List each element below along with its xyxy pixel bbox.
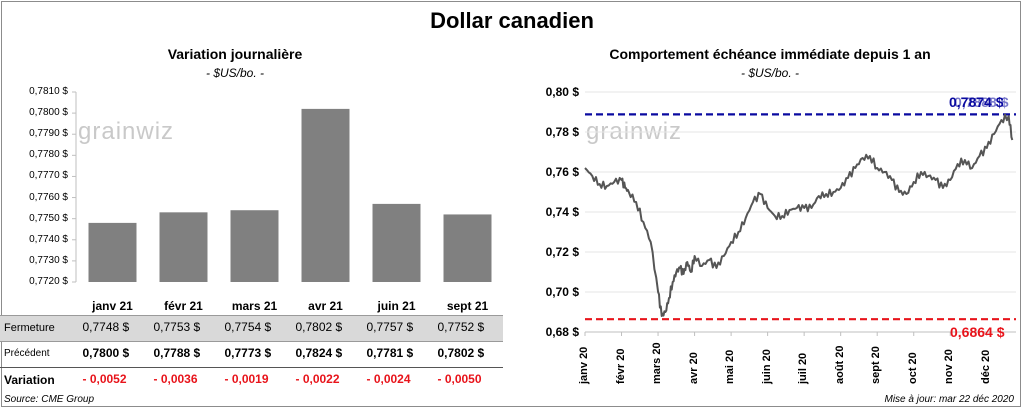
- line-y-tick-label: 0,70 $: [545, 285, 579, 299]
- variation-value: - 0,0052: [82, 372, 127, 386]
- row-precedent: Précédent: [0, 341, 503, 366]
- line-x-tick-label: juin 20: [760, 349, 773, 384]
- max-label-overlap: 0,7888 $: [954, 94, 1009, 110]
- close-value: 0,7748 $: [82, 320, 130, 334]
- source-note: Source: CME Group: [4, 394, 95, 405]
- line-x-tick-label: oct 20: [906, 352, 919, 384]
- max-label: 0,7874 $: [949, 94, 1004, 110]
- row-fermeture: Fermeture: [0, 315, 503, 342]
- row-label-variation: Variation: [4, 373, 55, 387]
- line-x-tick-label: avr 20: [687, 352, 700, 384]
- close-value: 0,7752 $: [437, 320, 485, 334]
- row-label-fermeture: Fermeture: [4, 322, 55, 334]
- bar-y-tick-label: 0,7780 $: [29, 149, 68, 161]
- left-chart-unit: - $US/bo. -: [205, 66, 265, 80]
- line-y-tick-label: 0,74 $: [545, 205, 579, 219]
- bar-y-tick-label: 0,7750 $: [29, 212, 68, 224]
- line-y-tick-label: 0,76 $: [545, 165, 579, 179]
- bar-x-label: sept 21: [446, 299, 489, 313]
- previous-value: 0,7824 $: [295, 346, 343, 360]
- cad-price-series: [584, 113, 1014, 317]
- previous-value: 0,7802 $: [437, 346, 485, 360]
- line-x-tick-label: nov 20: [943, 349, 956, 384]
- bar-y-tick-label: 0,7740 $: [29, 233, 68, 245]
- left-chart-title: Variation journalière: [167, 46, 303, 62]
- previous-value: 0,7781 $: [366, 346, 414, 360]
- bar-chart: [72, 91, 492, 283]
- bar-y-tick-label: 0,7760 $: [29, 191, 68, 203]
- bar-y-tick-label: 0,7810 $: [29, 86, 68, 97]
- watermark-left: grainwiz: [78, 118, 175, 145]
- variation-value: - 0,0024: [366, 372, 411, 386]
- bar: [372, 203, 421, 282]
- bar-x-label: mars 21: [231, 299, 278, 313]
- row-label-precedent: Précédent: [4, 348, 50, 359]
- bar-y-tick-label: 0,7770 $: [29, 170, 68, 182]
- bar-y-tick-label: 0,7720 $: [29, 276, 68, 287]
- line-x-tick-label: déc 20: [979, 349, 992, 384]
- update-note: Mise à jour: mar 22 déc 2020: [884, 394, 1014, 405]
- line-y-tick-label: 0,78 $: [545, 125, 579, 139]
- close-value: 0,7753 $: [153, 320, 201, 334]
- line-x-tick-label: mars 20: [651, 342, 664, 384]
- page-title: Dollar canadien: [430, 8, 594, 33]
- previous-value: 0,7788 $: [153, 346, 201, 360]
- line-x-tick-label: août 20: [833, 345, 846, 384]
- bar-x-label: janv 21: [92, 299, 133, 313]
- line-x-tick-label: févr 20: [614, 348, 627, 384]
- line-x-tick-label: janv 20: [578, 346, 590, 384]
- line-y-tick-label: 0,68 $: [545, 325, 579, 339]
- bar: [159, 212, 208, 282]
- bar-x-label: avr 21: [308, 299, 343, 313]
- line-x-tick-label: mai 20: [724, 349, 737, 384]
- previous-value: 0,7800 $: [82, 346, 130, 360]
- bar-x-label: juin 21: [377, 299, 416, 313]
- bar-y-tick-label: 0,7790 $: [29, 128, 68, 140]
- bar-y-tick-label: 0,7730 $: [29, 254, 68, 266]
- bar: [443, 214, 492, 282]
- previous-value: 0,7773 $: [224, 346, 272, 360]
- variation-value: - 0,0022: [295, 372, 340, 386]
- right-chart-title: Comportement échéance immédiate depuis 1…: [609, 46, 931, 62]
- bar-x-label: févr 21: [164, 299, 203, 313]
- min-label: 0,6864 $: [950, 324, 1005, 340]
- row-variation: Variation: [0, 367, 503, 393]
- line-x-tick-label: sept 20: [870, 346, 883, 384]
- right-chart-unit: - $US/bo. -: [740, 66, 800, 80]
- close-value: 0,7754 $: [224, 320, 272, 334]
- bar: [230, 210, 279, 282]
- line-y-tick-label: 0,80 $: [545, 85, 579, 99]
- close-value: 0,7802 $: [295, 320, 343, 334]
- line-x-tick-label: juil 20: [797, 352, 810, 384]
- bar: [88, 222, 137, 282]
- bar: [301, 108, 350, 282]
- close-value: 0,7757 $: [366, 320, 414, 334]
- bar-y-tick-label: 0,7800 $: [29, 107, 68, 119]
- variation-value: - 0,0019: [224, 372, 269, 386]
- variation-value: - 0,0050: [437, 372, 482, 386]
- line-y-tick-label: 0,72 $: [545, 245, 579, 259]
- variation-value: - 0,0036: [153, 372, 198, 386]
